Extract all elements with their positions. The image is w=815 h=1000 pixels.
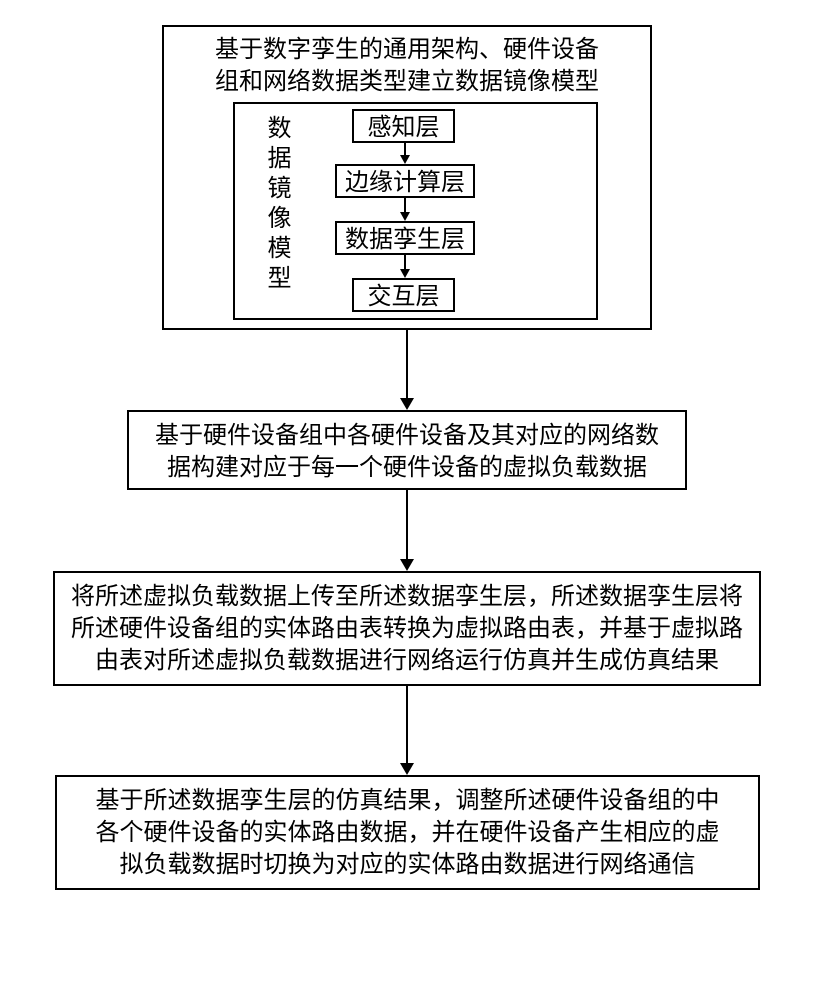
node-layer4-label: 交互层 [352,281,455,313]
arrow-head-icon [400,212,410,221]
arrow-head-icon [400,763,414,775]
edge-step3-step4 [406,686,408,765]
node-step4-line3: 拟负载数据时切换为对应的实体路由数据进行网络通信 [55,849,760,881]
node-outer1-title-line2: 组和网络数据类型建立数据镜像模型 [162,66,652,98]
edge-step2-step3 [406,490,408,561]
node-step2-line2: 据构建对应于每一个硬件设备的虚拟负载数据 [127,452,687,484]
node-layer2-label: 边缘计算层 [335,167,475,199]
node-step3-line2: 所述硬件设备组的实体路由表转换为虚拟路由表，并基于虚拟路 [53,613,761,645]
arrow-head-icon [400,559,414,571]
edge-layer2-layer3 [404,198,406,213]
node-outer1-title-line1: 基于数字孪生的通用架构、硬件设备 [162,34,652,66]
edge-layer3-layer4 [404,255,406,270]
arrow-head-icon [400,269,410,278]
node-step3-line1: 将所述虚拟负载数据上传至所述数据孪生层，所述数据孪生层将 [53,581,761,613]
edge-outer1-step2 [406,330,408,400]
node-layer1-label: 感知层 [352,112,455,144]
node-step4-line2: 各个硬件设备的实体路由数据，并在硬件设备产生相应的虚 [55,817,760,849]
inner-group-vlabel: 数据镜像模型 [259,115,294,315]
node-step4-line1: 基于所述数据孪生层的仿真结果，调整所述硬件设备组的中 [55,785,760,817]
node-layer3-label: 数据孪生层 [335,224,475,256]
node-step2-line1: 基于硬件设备组中各硬件设备及其对应的网络数 [127,420,687,452]
arrow-head-icon [400,155,410,164]
node-step3-line3: 由表对所述虚拟负载数据进行网络运行仿真并生成仿真结果 [53,645,761,677]
arrow-head-icon [400,398,414,410]
